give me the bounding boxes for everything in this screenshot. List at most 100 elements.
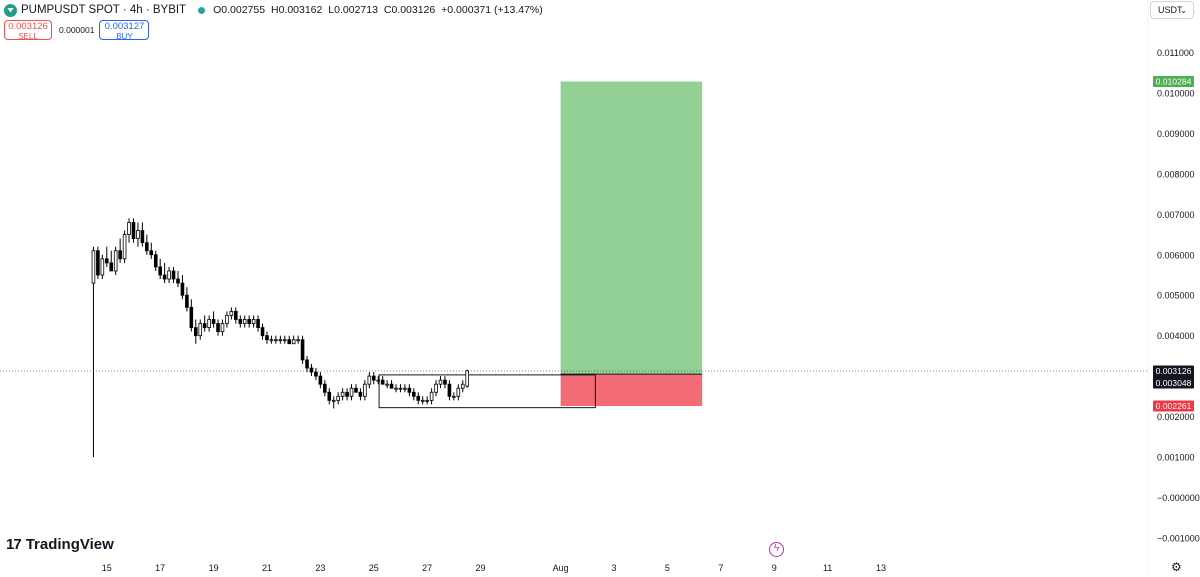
gear-icon[interactable]: ⚙ <box>1171 560 1182 574</box>
x-tick-label: 25 <box>369 563 379 573</box>
tradingview-wordmark: TradingView <box>25 536 114 553</box>
candle-body <box>260 327 265 337</box>
candle-body <box>122 234 127 260</box>
candle-body <box>345 391 349 397</box>
ohlc-high: H0.003162 <box>270 4 323 16</box>
candle-body <box>242 319 247 324</box>
candle-body <box>327 391 332 401</box>
candle-body <box>251 319 256 324</box>
candle-body <box>274 339 278 342</box>
lightning-icon[interactable]: ϟ <box>769 542 784 557</box>
price-axis[interactable]: −0.001000 −0.000000 0.001000 0.002000 0.0030… <box>1157 8 1200 544</box>
candle-body <box>145 242 149 252</box>
time-axis[interactable]: 15 17 19 21 23 25 27 29 Aug 3 5 7 9 11 13 <box>102 563 886 573</box>
candle <box>251 315 256 328</box>
y-tick-label: 0.006000 <box>1157 250 1195 260</box>
candle <box>234 307 238 324</box>
candle <box>193 319 198 344</box>
candle-body <box>349 387 354 397</box>
target-price-label-text: 0.010284 <box>1156 77 1192 87</box>
candle <box>113 246 118 275</box>
candle <box>242 315 247 328</box>
candle-body <box>331 399 336 402</box>
candle-body <box>314 371 318 377</box>
entry-price-label-text: 0.003048 <box>1156 378 1192 388</box>
candle-body <box>291 339 296 345</box>
candle-body <box>287 339 292 345</box>
candle <box>305 355 309 373</box>
candle-body <box>416 395 421 401</box>
candle <box>140 222 145 247</box>
currency-label: USDT <box>1158 5 1183 15</box>
candle <box>127 218 131 243</box>
candle <box>153 250 158 271</box>
candle-body <box>158 266 162 276</box>
candle-body <box>282 339 287 342</box>
candle-body <box>265 335 269 341</box>
candle-body <box>96 250 100 276</box>
candle-body <box>354 387 358 393</box>
candle <box>345 388 349 401</box>
candle-body <box>407 387 412 393</box>
candle-body <box>367 375 372 385</box>
ohlc-open: O0.002755 <box>213 4 266 16</box>
candle-body <box>300 339 305 361</box>
candle <box>287 335 292 345</box>
candle-body <box>220 323 225 333</box>
candle <box>447 380 452 401</box>
candle <box>91 246 96 457</box>
candle-body <box>420 399 425 402</box>
candle-body <box>180 282 185 296</box>
currency-button[interactable]: USDT ⌄ <box>1150 1 1194 19</box>
candle <box>336 392 340 405</box>
candle-body <box>323 383 327 393</box>
candle-body <box>452 395 456 398</box>
candle-body <box>136 230 140 240</box>
candle <box>412 388 416 401</box>
chevron-down-icon: ⌄ <box>1180 6 1187 15</box>
candle-body <box>438 379 443 385</box>
tradingview-logo[interactable]: 17 TradingView <box>6 536 114 553</box>
candle-body <box>434 383 438 393</box>
sell-label: SELL <box>18 32 38 41</box>
x-tick-label: 13 <box>876 563 886 573</box>
candle <box>429 388 434 405</box>
candle <box>202 315 207 332</box>
buy-button[interactable]: 0.003127 BUY <box>99 20 150 41</box>
candle-body <box>100 258 105 276</box>
stop-price-label-text: 0.002261 <box>1156 401 1192 411</box>
ohlc-low: L0.002713 <box>328 4 378 16</box>
x-tick-label: 15 <box>102 563 112 573</box>
candle-body <box>234 310 238 320</box>
candle <box>180 275 185 300</box>
candle <box>331 396 336 409</box>
candle <box>349 384 354 401</box>
candle-body <box>380 379 385 385</box>
candle <box>452 392 456 401</box>
candle <box>398 384 403 393</box>
candle <box>207 315 211 332</box>
current-price-label-text: 0.003126 <box>1156 366 1192 376</box>
candle <box>291 335 296 345</box>
symbol-title[interactable]: PUMPUSDT SPOT · 4h · BYBIT <box>21 4 187 16</box>
candle-body <box>456 387 461 397</box>
candle <box>425 396 429 405</box>
candle-body <box>238 319 243 324</box>
candle <box>122 230 127 263</box>
candle-body <box>425 399 429 402</box>
buy-price: 0.003127 <box>104 21 145 32</box>
profit-zone <box>560 81 703 375</box>
candle <box>167 266 171 284</box>
candle-body <box>371 375 376 381</box>
candle-body <box>269 339 274 342</box>
candle <box>460 380 465 393</box>
candle <box>171 266 176 284</box>
x-tick-label: 29 <box>476 563 486 573</box>
sell-button[interactable]: 0.003126 SELL <box>4 20 52 41</box>
x-tick-label: 3 <box>612 563 617 573</box>
candle-body <box>465 370 470 387</box>
x-tick-label: 27 <box>422 563 432 573</box>
consolidation-range <box>378 374 596 409</box>
